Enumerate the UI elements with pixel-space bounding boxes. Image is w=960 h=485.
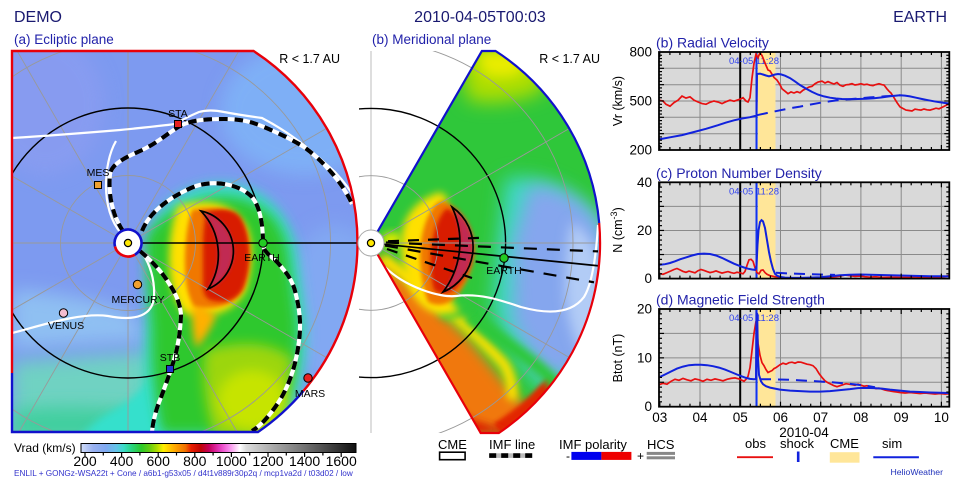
svg-text:0: 0 xyxy=(644,271,652,286)
svg-text:MARS: MARS xyxy=(295,388,325,400)
svg-text:0: 0 xyxy=(644,399,652,414)
svg-text:2010-04: 2010-04 xyxy=(779,425,829,440)
svg-text:obs: obs xyxy=(745,436,766,451)
svg-text:800: 800 xyxy=(183,453,207,469)
svg-text:05: 05 xyxy=(733,410,748,425)
svg-text:EARTH: EARTH xyxy=(486,265,521,277)
svg-text:CME: CME xyxy=(830,436,859,451)
svg-text:R < 1.7 AU: R < 1.7 AU xyxy=(279,52,340,66)
svg-text:04-05 11:28: 04-05 11:28 xyxy=(729,186,779,197)
svg-text:MERCURY: MERCURY xyxy=(112,294,165,306)
svg-text:DEMO: DEMO xyxy=(14,9,62,26)
svg-text:04-05 11:28: 04-05 11:28 xyxy=(729,313,779,324)
svg-text:800: 800 xyxy=(629,45,652,60)
svg-text:600: 600 xyxy=(147,453,171,469)
svg-text:08: 08 xyxy=(853,410,868,425)
svg-text:10: 10 xyxy=(934,410,949,425)
svg-text:shock: shock xyxy=(780,436,814,451)
svg-text:09: 09 xyxy=(894,410,909,425)
svg-text:Vr (km/s): Vr (km/s) xyxy=(611,76,625,126)
svg-text:06: 06 xyxy=(773,410,788,425)
svg-text:40: 40 xyxy=(637,175,652,190)
svg-text:STA: STA xyxy=(168,108,188,120)
svg-text:HCS: HCS xyxy=(647,437,675,452)
svg-text:(d) Magnetic Field Strength: (d) Magnetic Field Strength xyxy=(656,292,825,308)
svg-text:(b) Meridional plane: (b) Meridional plane xyxy=(372,32,491,47)
svg-text:HelioWeather: HelioWeather xyxy=(891,467,944,477)
svg-text:20: 20 xyxy=(637,302,652,317)
svg-text:2010-04-05T00:03: 2010-04-05T00:03 xyxy=(414,9,546,26)
svg-text:IMF line: IMF line xyxy=(489,437,535,452)
svg-text:1400: 1400 xyxy=(289,453,320,469)
svg-text:ENLIL + GONGz-WSA22t + Cone /: ENLIL + GONGz-WSA22t + Cone / a6b1-g53x0… xyxy=(14,469,353,478)
svg-text:MES: MES xyxy=(87,167,110,179)
svg-text:(c) Proton Number Density: (c) Proton Number Density xyxy=(656,165,822,181)
svg-text:1600: 1600 xyxy=(326,453,357,469)
svg-text:(a) Ecliptic plane: (a) Ecliptic plane xyxy=(14,32,114,47)
svg-text:03: 03 xyxy=(652,410,667,425)
svg-text:04: 04 xyxy=(692,410,708,425)
svg-text:+: + xyxy=(637,449,644,463)
svg-text:200: 200 xyxy=(629,143,652,158)
svg-text:1200: 1200 xyxy=(252,453,283,469)
svg-text:07: 07 xyxy=(813,410,828,425)
svg-text:IMF polarity: IMF polarity xyxy=(559,437,627,452)
svg-text:VENUS: VENUS xyxy=(48,320,84,332)
svg-text:EARTH: EARTH xyxy=(893,9,947,26)
svg-text:400: 400 xyxy=(110,453,134,469)
svg-text:CME: CME xyxy=(438,437,467,452)
svg-text:500: 500 xyxy=(629,94,652,109)
svg-text:10: 10 xyxy=(637,350,652,365)
svg-text:-: - xyxy=(566,449,570,463)
svg-text:1000: 1000 xyxy=(216,453,247,469)
svg-text:sim: sim xyxy=(882,436,902,451)
svg-text:STB: STB xyxy=(160,352,180,364)
svg-text:Btot (nT): Btot (nT) xyxy=(611,334,625,383)
svg-text:20: 20 xyxy=(637,223,652,238)
svg-text:Vrad (km/s): Vrad (km/s) xyxy=(14,441,76,455)
svg-text:EARTH: EARTH xyxy=(244,252,279,264)
svg-text:R < 1.7 AU: R < 1.7 AU xyxy=(539,52,600,66)
svg-text:200: 200 xyxy=(73,453,97,469)
svg-text:(b) Radial Velocity: (b) Radial Velocity xyxy=(656,35,769,51)
